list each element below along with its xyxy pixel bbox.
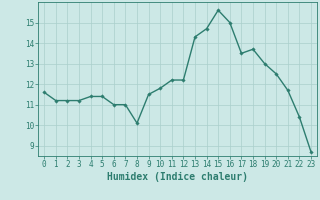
- X-axis label: Humidex (Indice chaleur): Humidex (Indice chaleur): [107, 172, 248, 182]
